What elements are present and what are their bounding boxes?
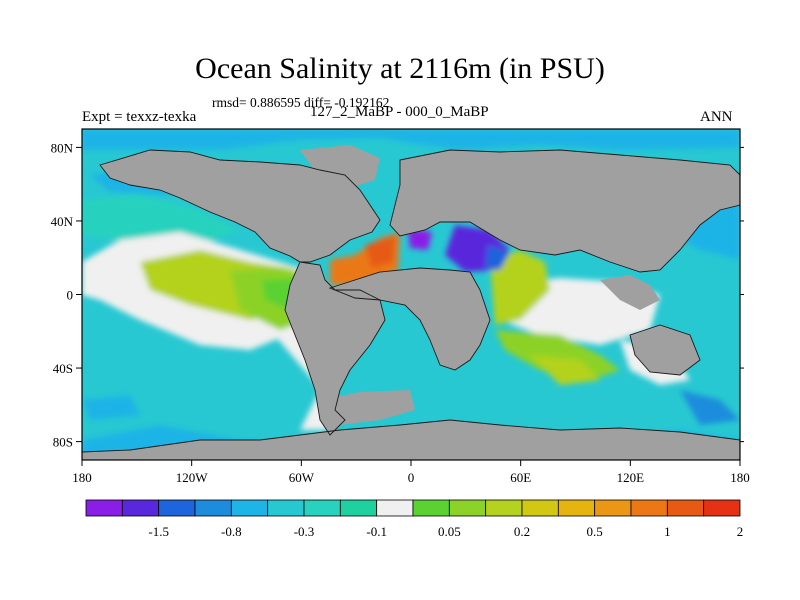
coastlines [82, 149, 740, 453]
colorbar-swatch [448, 499, 487, 517]
season-label: ANN [700, 109, 733, 125]
map-panel [82, 129, 740, 460]
colorbar-swatch [594, 499, 632, 517]
map-title: Ocean Salinity at 2116m (in PSU) [195, 52, 605, 85]
colorbar-swatch [303, 499, 341, 517]
period-subtitle: 127_2_MaBP - 000_0_MaBP [310, 104, 489, 120]
lat-tick-label: 40S [53, 361, 73, 376]
lat-tick-label: 80S [53, 435, 73, 450]
colorbar-swatch [521, 499, 559, 517]
lon-tick-label: 180 [730, 470, 750, 485]
colorbar-tick-label: 0.05 [438, 524, 461, 539]
lon-tick-label: 60E [510, 470, 531, 485]
colorbar-swatch [121, 499, 160, 517]
lon-tick-label: 120W [176, 470, 209, 485]
land-mask [82, 145, 740, 460]
colorbar-swatch [85, 499, 123, 517]
colorbar-swatch [158, 499, 196, 517]
colorbar-tick-label: -0.1 [366, 524, 387, 539]
longitude-axis: 180 120W 60W 0 60E 120E 180 [72, 460, 750, 485]
colorbar-swatch [267, 499, 305, 517]
lon-tick-label: 180 [72, 470, 92, 485]
rmsd-diff-stats: rmsd= 0.886595 diff= -0.192162 [212, 95, 390, 110]
lon-tick-label: 60W [289, 470, 315, 485]
colorbar-swatch [630, 499, 668, 517]
colorbar-tick-label: -0.8 [221, 524, 242, 539]
experiment-label: Expt = texxz-texka [82, 109, 197, 125]
lat-tick-label: 80N [51, 140, 74, 155]
colorbar-swatch [703, 499, 741, 517]
lon-tick-label: 0 [408, 470, 415, 485]
colorbar-swatch [230, 499, 269, 517]
colorbar-tick-label: 0.5 [587, 524, 603, 539]
colorbar [85, 499, 741, 517]
colorbar-swatch [557, 499, 596, 517]
colorbar-tick-label: 1 [664, 524, 671, 539]
lat-tick-label: 40N [51, 214, 74, 229]
colorbar-labels: -1.5 -0.8 -0.3 -0.1 0.05 0.2 0.5 1 2 [148, 524, 743, 539]
colorbar-swatch [339, 499, 378, 517]
colorbar-tick-label: -0.3 [294, 524, 315, 539]
colorbar-tick-label: 2 [737, 524, 744, 539]
colorbar-swatch [666, 499, 705, 517]
salinity-field [82, 129, 740, 460]
colorbar-tick-label: -1.5 [148, 524, 169, 539]
lat-tick-label: 0 [67, 288, 74, 303]
colorbar-tick-label: 0.2 [514, 524, 530, 539]
colorbar-swatch [412, 499, 450, 517]
colorbar-swatch [485, 499, 523, 517]
colorbar-swatch [376, 499, 414, 517]
lon-tick-label: 120E [617, 470, 645, 485]
colorbar-swatch [194, 499, 232, 517]
latitude-axis: 80N 40N 0 40S 80S [51, 140, 744, 450]
